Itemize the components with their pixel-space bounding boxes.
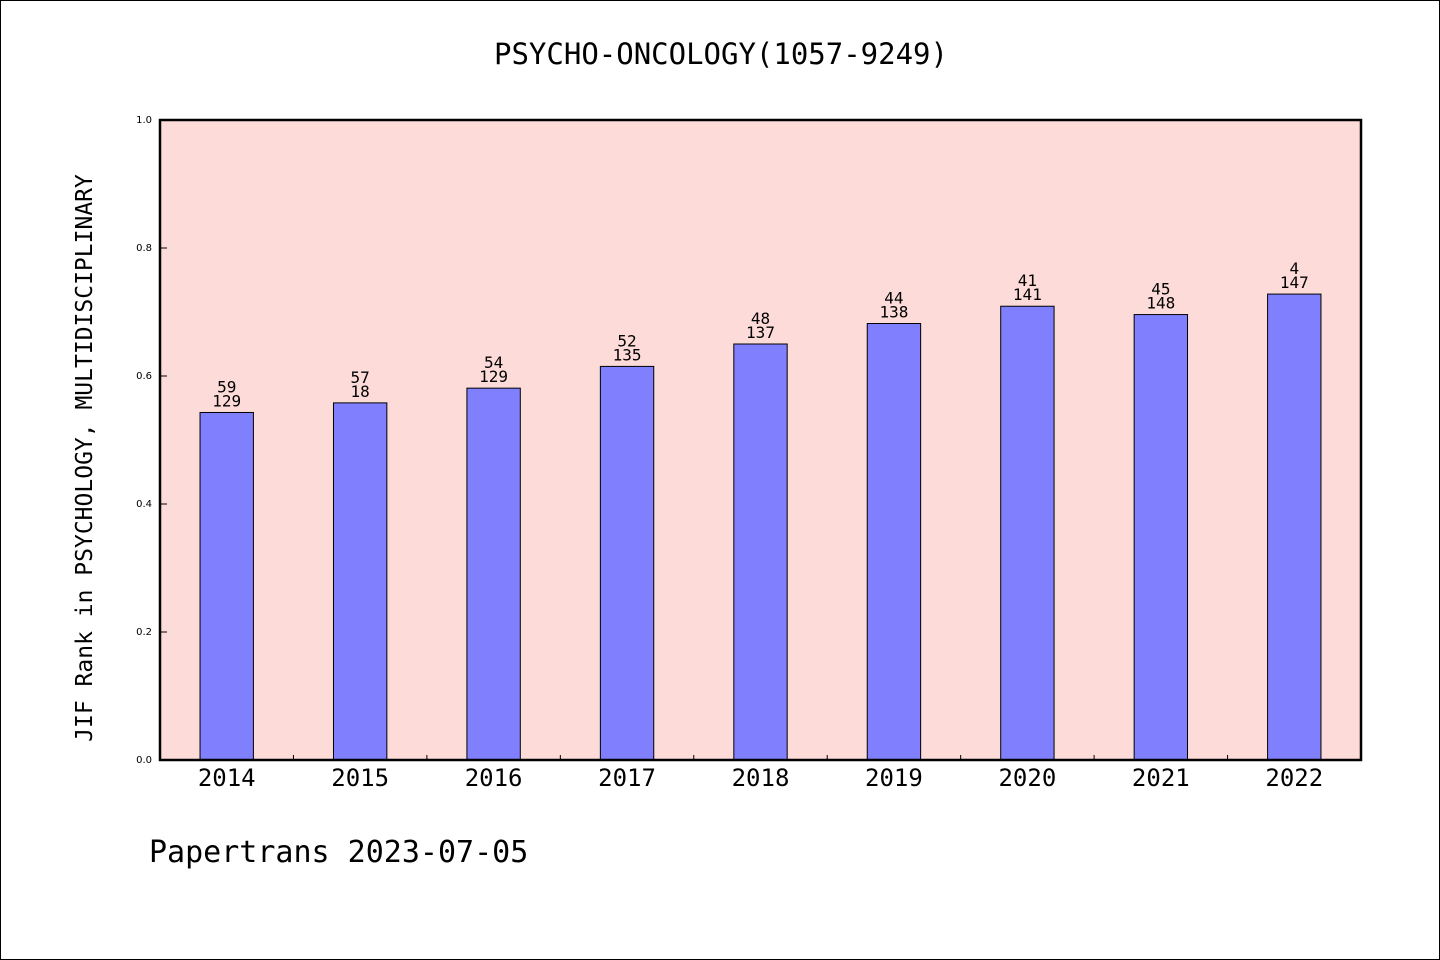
x-tick-label: 2022 <box>1265 764 1323 792</box>
data-label-top: 54 <box>484 353 503 372</box>
y-tick-label: 0.8 <box>136 243 152 254</box>
data-label-top: 57 <box>351 368 370 387</box>
footer-credit: Papertrans 2023-07-05 <box>149 835 529 870</box>
bar-2015 <box>332 402 388 761</box>
data-label-top: 59 <box>217 377 236 396</box>
bar-2019 <box>866 323 922 761</box>
x-tick-label: 2018 <box>732 764 790 792</box>
data-label-top: 44 <box>884 289 903 308</box>
x-tick-label: 2021 <box>1132 764 1190 792</box>
chart-title: PSYCHO-ONCOLOGY(1057-9249) <box>494 37 948 71</box>
data-label-bottom: 18 <box>351 382 370 401</box>
y-tick-label: 0.0 <box>136 755 152 766</box>
y-tick-label: 0.6 <box>136 371 152 382</box>
data-label-bottom: 138 <box>879 303 908 322</box>
data-label-top: 52 <box>617 331 636 350</box>
y-tick-label: 1.0 <box>136 115 152 126</box>
y-tick-label: 0.2 <box>136 627 152 638</box>
data-label-bottom: 135 <box>613 345 642 364</box>
data-label-top: 48 <box>751 309 770 328</box>
bar-2014 <box>199 411 254 761</box>
data-label-bottom: 137 <box>746 323 775 342</box>
bar-2017 <box>599 365 655 761</box>
data-label-top: 41 <box>1018 271 1037 290</box>
x-tick-label: 2020 <box>998 764 1056 792</box>
data-label-bottom: 147 <box>1280 273 1309 292</box>
bar-2016 <box>466 387 521 761</box>
x-tick-label: 2019 <box>865 764 923 792</box>
y-tick-label: 0.4 <box>136 499 152 510</box>
plot-frame <box>158 118 1363 762</box>
bar-2022 <box>1267 293 1322 761</box>
data-label-bottom: 129 <box>479 367 508 386</box>
data-label-top: 4 <box>1289 259 1299 278</box>
data-label-bottom: 129 <box>212 391 241 410</box>
data-label-bottom: 141 <box>1013 285 1042 304</box>
x-tick-label: 2014 <box>198 764 256 792</box>
data-label-top: 45 <box>1151 280 1170 299</box>
data-label-bottom: 148 <box>1146 294 1175 313</box>
bar-2020 <box>1000 305 1055 761</box>
x-tick-label: 2015 <box>331 764 389 792</box>
bar-2021 <box>1133 314 1189 761</box>
x-tick-label: 2016 <box>465 764 523 792</box>
bar-2018 <box>733 343 788 761</box>
x-tick-label: 2017 <box>598 764 656 792</box>
